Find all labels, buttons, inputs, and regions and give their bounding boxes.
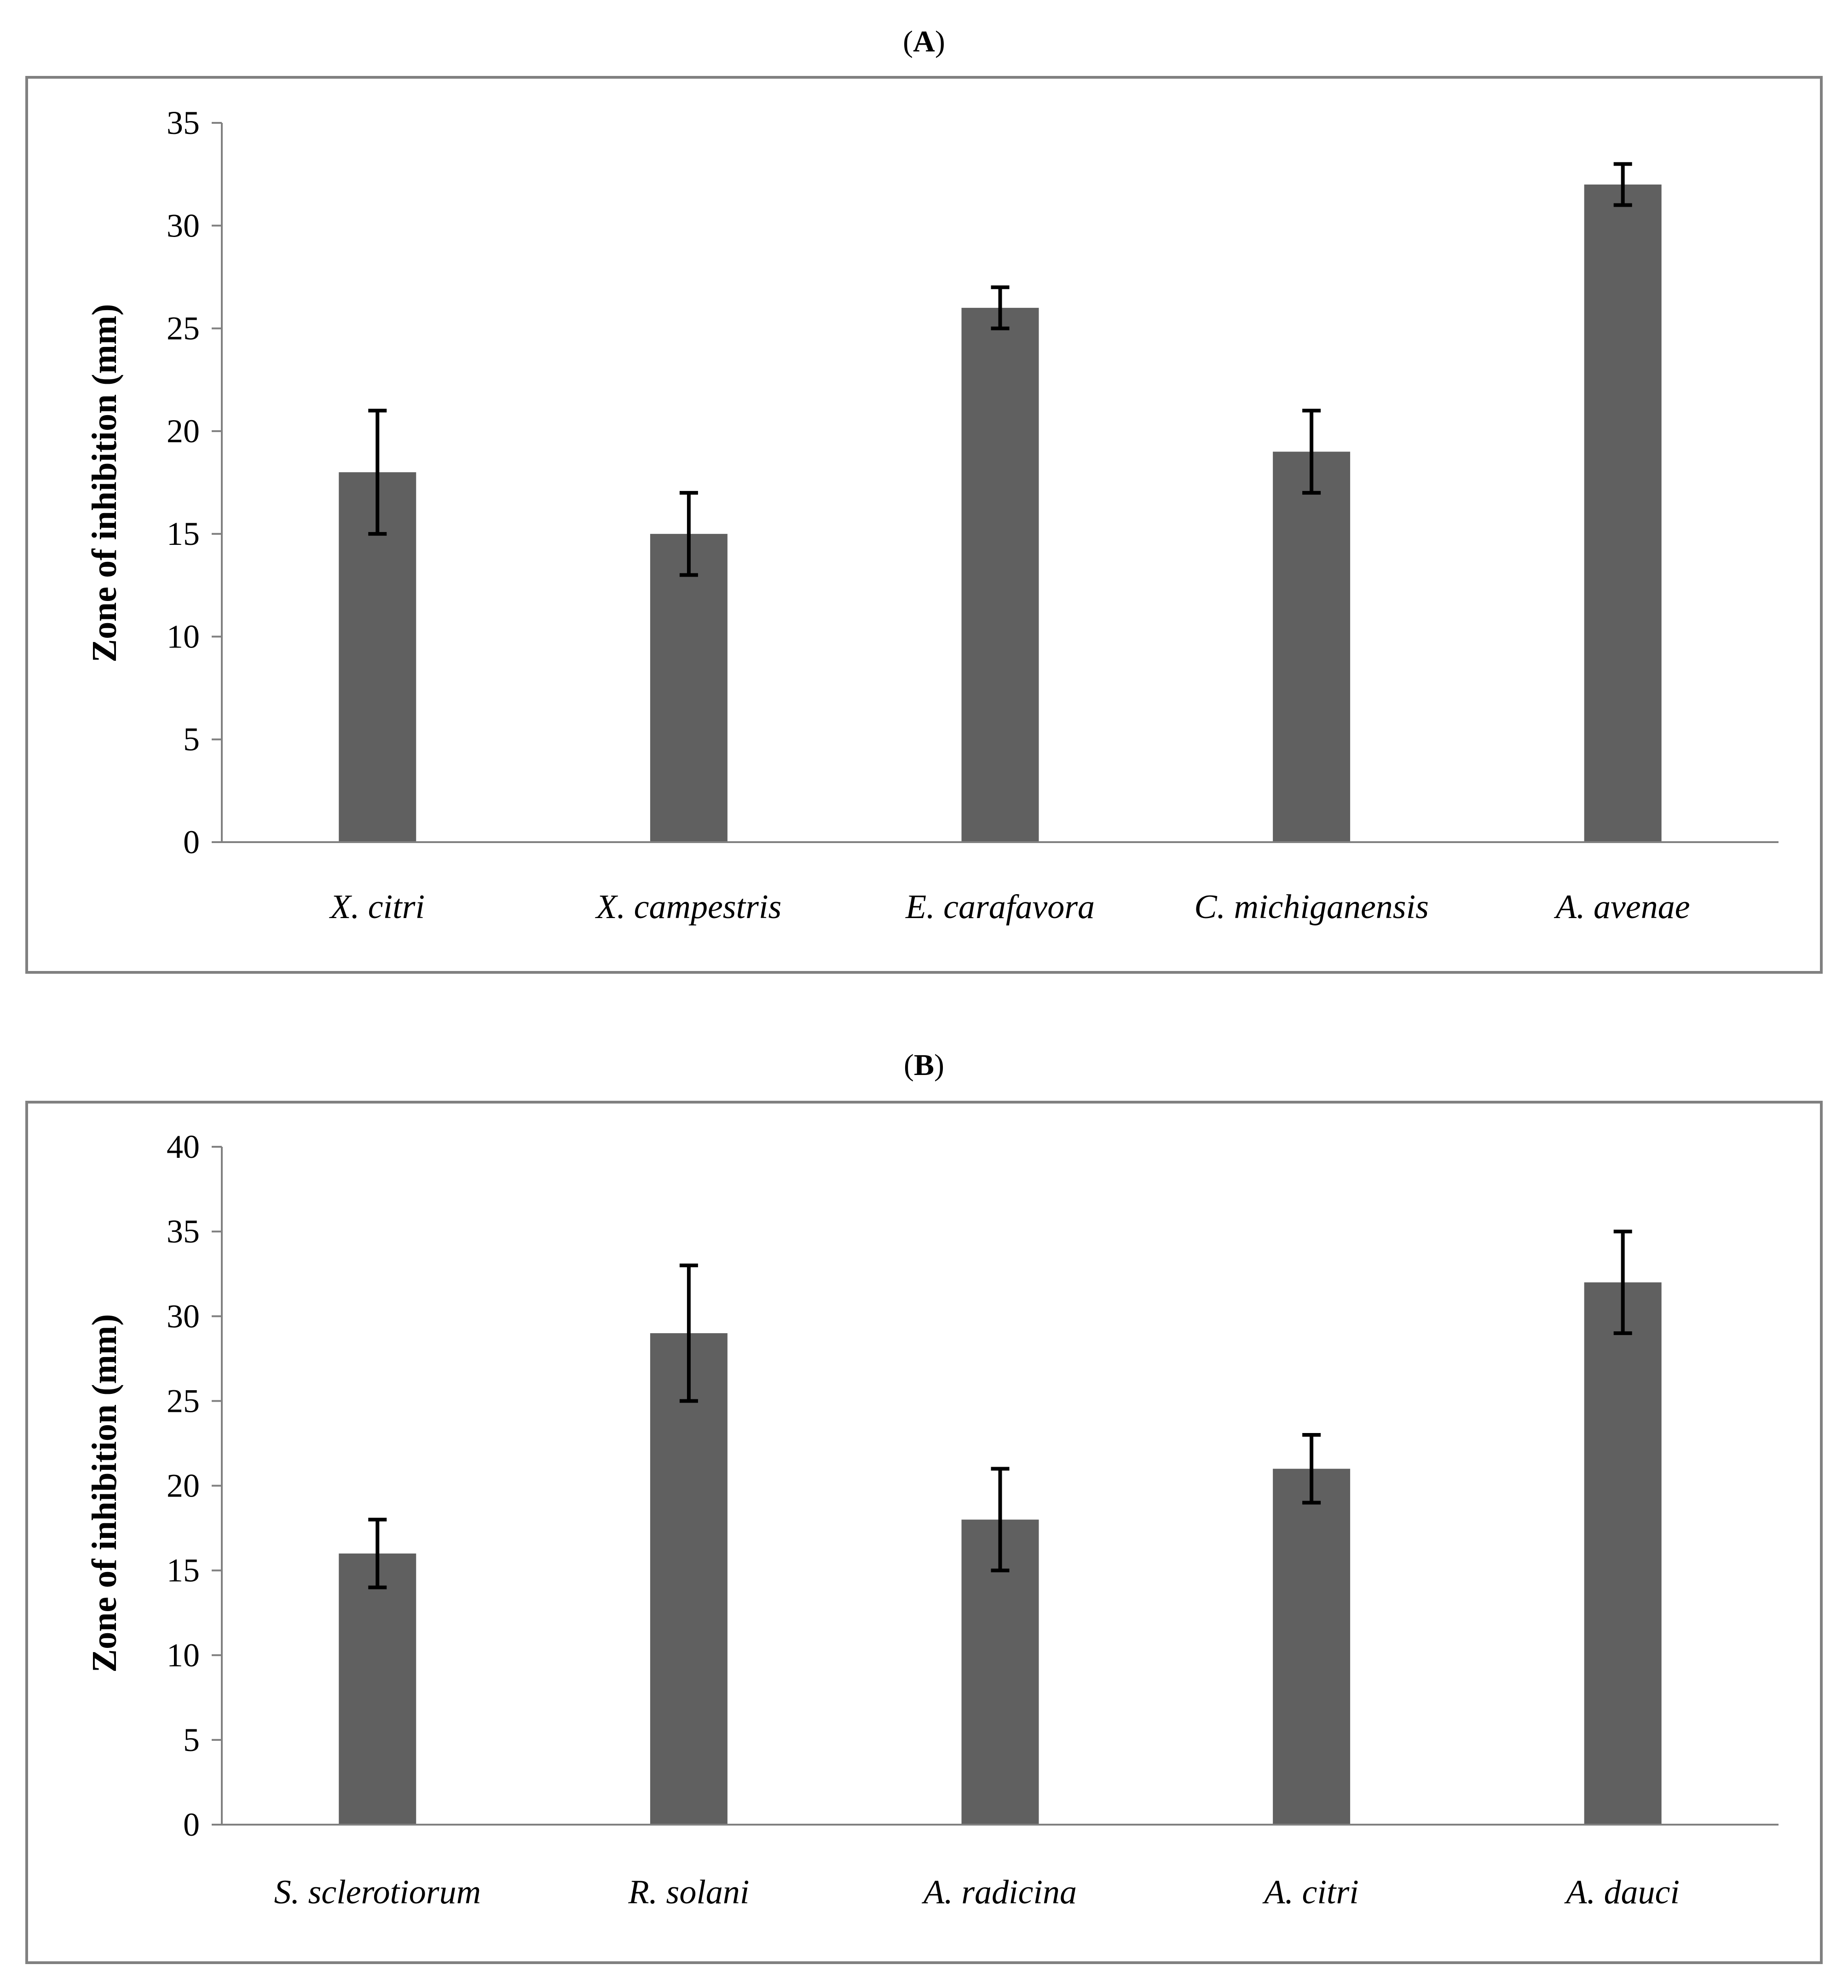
panel-a-bar — [1584, 184, 1662, 842]
panel-a-bar — [1273, 451, 1351, 842]
panel-a-y-axis-title: Zone of inhibition (mm) — [85, 304, 124, 662]
panel-a-letter: A — [913, 25, 935, 58]
panel-b-y-tick-label: 30 — [167, 1298, 200, 1335]
panel-b-y-tick-label: 40 — [167, 1128, 200, 1165]
panel-a-y-tick-label: 30 — [167, 207, 200, 244]
panel-b-category-label: A. citri — [1262, 1873, 1359, 1911]
panel-b-y-tick-label: 5 — [183, 1722, 200, 1758]
panel-b-y-tick-label: 15 — [167, 1552, 200, 1589]
panel-b-y-tick-label: 20 — [167, 1468, 200, 1504]
panel-a-bar — [650, 534, 728, 842]
panel-a-y-tick-label: 15 — [167, 515, 200, 552]
panel-b-frame — [25, 1101, 1823, 1964]
panel-b-plot: 0 5 10 15 20 25 30 35 40 S. sclerotiorum R. solani… — [167, 1128, 1779, 1911]
panel-a-category-label: C. michiganensis — [1194, 888, 1429, 926]
panel-a: (A) Zone of inhibition (mm) 0 5 10 15 20 25 30… — [25, 25, 1823, 974]
panel-b-bar — [1584, 1282, 1662, 1825]
panel-b-y-axis-title: Zone of inhibition (mm) — [85, 1314, 124, 1672]
panel-a-y-tick-label: 20 — [167, 413, 200, 450]
panel-a-category-label: A. avenae — [1553, 888, 1690, 926]
panel-a-bar — [961, 307, 1039, 842]
panel-b-y-tick-label: 10 — [167, 1637, 200, 1674]
panel-b-label: (B) — [904, 1048, 944, 1082]
panel-a-category-label: E. carafavora — [905, 888, 1095, 926]
panel-b-y-tick-label: 0 — [183, 1806, 200, 1843]
panel-b-category-label: S. sclerotiorum — [274, 1873, 481, 1911]
panel-b-letter: B — [914, 1048, 934, 1082]
panel-b-y-tick-label: 35 — [167, 1213, 200, 1250]
panel-a-y-tick-label: 5 — [183, 721, 200, 758]
panel-a-frame — [25, 76, 1823, 974]
panel-b-bar — [339, 1553, 416, 1825]
panel-b: (B) Zone of inhibition (mm) 0 5 10 15 20 25 30… — [25, 1048, 1823, 1964]
panel-a-category-label: X. citri — [329, 888, 425, 926]
panel-b-category-label: R. solani — [628, 1873, 749, 1911]
panel-a-y-tick-label: 25 — [167, 310, 200, 347]
panel-a-y-tick-label: 35 — [167, 104, 200, 141]
panel-b-y-tick-label: 25 — [167, 1382, 200, 1419]
panel-a-category-label: X. campestris — [595, 888, 781, 926]
panel-b-bar — [650, 1333, 728, 1825]
panel-a-y-tick-label: 10 — [167, 618, 200, 655]
panel-b-category-label: A. radicina — [921, 1873, 1077, 1911]
panel-b-bar — [1273, 1468, 1351, 1825]
panel-a-label: (A) — [903, 25, 945, 58]
panel-a-y-tick-label: 0 — [183, 824, 200, 861]
panel-b-category-label: A. dauci — [1564, 1873, 1680, 1911]
panel-a-plot: 0 5 10 15 20 25 30 35 X. citri X. campestris E. ca… — [167, 104, 1779, 926]
